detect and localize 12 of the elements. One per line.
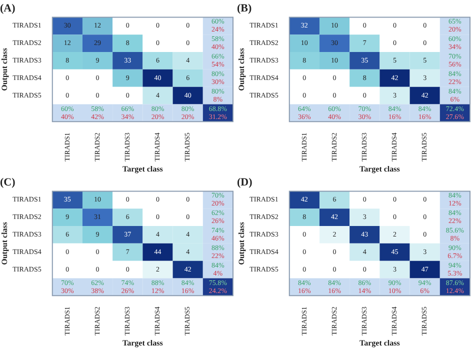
x-axis-title: Target class	[360, 338, 400, 348]
y-axis-title: Output class	[236, 222, 246, 265]
chart-title: (A)	[0, 2, 16, 14]
chart-title: (B)	[237, 2, 252, 14]
chart-title: (D)	[237, 176, 253, 188]
y-axis-title: Output class	[0, 48, 9, 91]
y-axis-title: Output class	[236, 48, 246, 91]
x-axis-title: Target class	[360, 164, 400, 174]
chart-title: (C)	[0, 176, 16, 188]
x-axis-title: Target class	[122, 164, 163, 174]
x-axis-title: Target class	[122, 338, 163, 348]
y-axis-title: Output class	[0, 222, 9, 265]
